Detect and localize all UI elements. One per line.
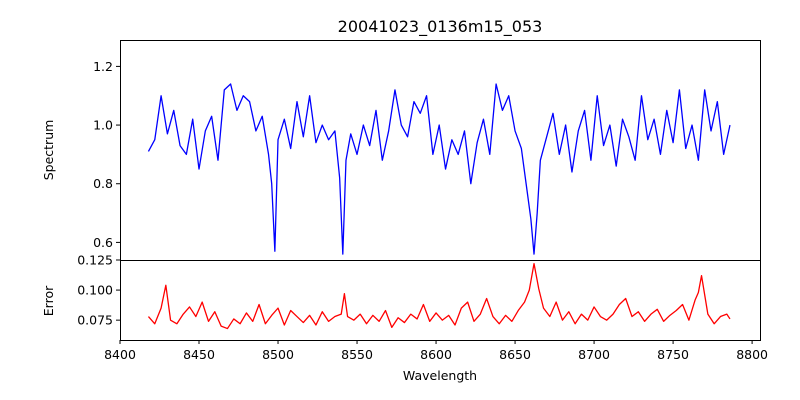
x-tick-label: 8700	[578, 347, 610, 362]
x-tick-label: 8600	[420, 347, 452, 362]
spectrum-y-tick-label: 1.0	[93, 118, 113, 133]
x-tick-label: 8550	[341, 347, 373, 362]
spectrum-plot-area	[147, 83, 731, 255]
spectrum-y-tick-label: 0.6	[93, 235, 113, 250]
x-tick-label: 8750	[657, 347, 689, 362]
x-tick-label: 8400	[104, 347, 136, 362]
spectrum-y-axis-label: Spectrum	[41, 120, 56, 181]
spectrum-series-line	[147, 83, 731, 255]
error-series-line	[147, 262, 731, 330]
chart-title: 20041023_0136m15_053	[338, 17, 543, 37]
error-plot-area	[147, 262, 731, 330]
x-tick-label: 8500	[262, 347, 294, 362]
x-axis-label: Wavelength	[403, 368, 477, 383]
spectrum-y-tick-label: 1.2	[93, 59, 113, 74]
error-y-tick-label: 0.100	[77, 283, 113, 298]
x-ticks: 8400 8450 8500 8550 8600 8650 8700 8750 8800	[104, 340, 768, 362]
error-y-tick-label: 0.125	[77, 253, 113, 268]
x-tick-label: 8450	[183, 347, 215, 362]
spectrum-y-tick-label: 0.8	[93, 176, 113, 191]
error-axes-frame	[120, 260, 761, 341]
x-tick-label: 8800	[736, 347, 768, 362]
error-y-axis-label: Error	[41, 285, 56, 316]
spectrum-y-ticks: 0.6 0.8 1.0 1.2	[93, 59, 120, 250]
x-tick-label: 8650	[499, 347, 531, 362]
error-panel: 0.075 0.100 0.125 Error	[41, 253, 761, 341]
error-y-tick-label: 0.075	[77, 313, 113, 328]
error-y-ticks: 0.075 0.100 0.125	[77, 253, 120, 328]
